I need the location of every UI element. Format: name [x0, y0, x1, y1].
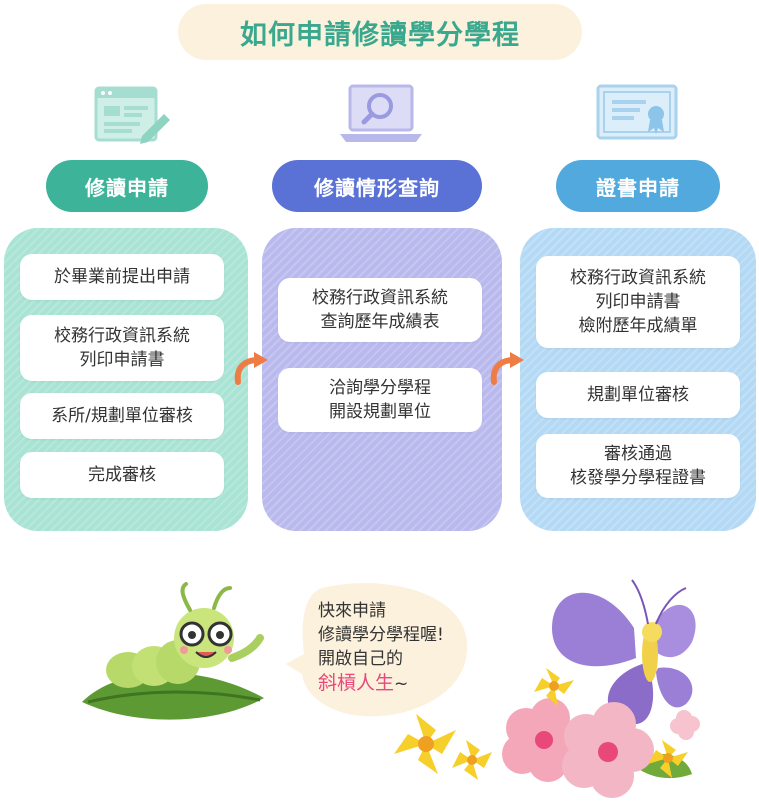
curved-arrow-icon — [490, 352, 524, 385]
heading-label: 證書申請 — [596, 175, 680, 200]
curved-arrow-icon — [234, 352, 268, 385]
bubble-highlight: 斜槓人生 — [318, 672, 395, 694]
heading-label: 修讀情形查詢 — [314, 175, 440, 200]
bubble-message: 快來申請 修讀學分學程喔! 開啟自己的 斜槓人生~ — [318, 599, 508, 696]
bubble-line: 快來申請 — [318, 601, 386, 621]
speech-bubble — [286, 583, 468, 717]
bubble-line: 開啟自己的 — [318, 649, 403, 669]
step-item: 系所/規劃單位審核 — [20, 393, 224, 439]
laptop-search-icon — [340, 84, 422, 142]
heading-label: 修讀申請 — [85, 175, 169, 200]
step-item: 校務行政資訊系統 列印申請書 檢附歷年成績單 — [536, 256, 740, 348]
step-item: 完成審核 — [20, 452, 224, 498]
heading-certificate: 證書申請 — [556, 160, 720, 212]
step-item: 審核通過 核發學分學程證書 — [536, 434, 740, 498]
step-item: 校務行政資訊系統 查詢歷年成績表 — [278, 278, 482, 342]
bubble-line: 修讀學分學程喔! — [318, 625, 444, 645]
bubble-tail: ~ — [394, 674, 409, 694]
heading-status: 修讀情形查詢 — [272, 160, 482, 212]
step-item: 規劃單位審核 — [536, 372, 740, 418]
application-form-icon — [94, 86, 170, 144]
step-item: 於畢業前提出申請 — [20, 254, 224, 300]
caterpillar-on-leaf-illustration — [82, 582, 264, 720]
heading-application: 修讀申請 — [46, 160, 208, 212]
bubble-line: 斜槓人生~ — [318, 671, 508, 696]
title-banner: 如何申請修讀學分學程 — [178, 4, 582, 60]
page-title: 如何申請修讀學分學程 — [240, 19, 520, 51]
step-item: 校務行政資訊系統 列印申請書 — [20, 315, 224, 381]
butterfly-flowers-illustration — [394, 579, 700, 798]
certificate-icon — [596, 84, 678, 140]
step-item: 洽詢學分學程 開設規劃單位 — [278, 368, 482, 432]
